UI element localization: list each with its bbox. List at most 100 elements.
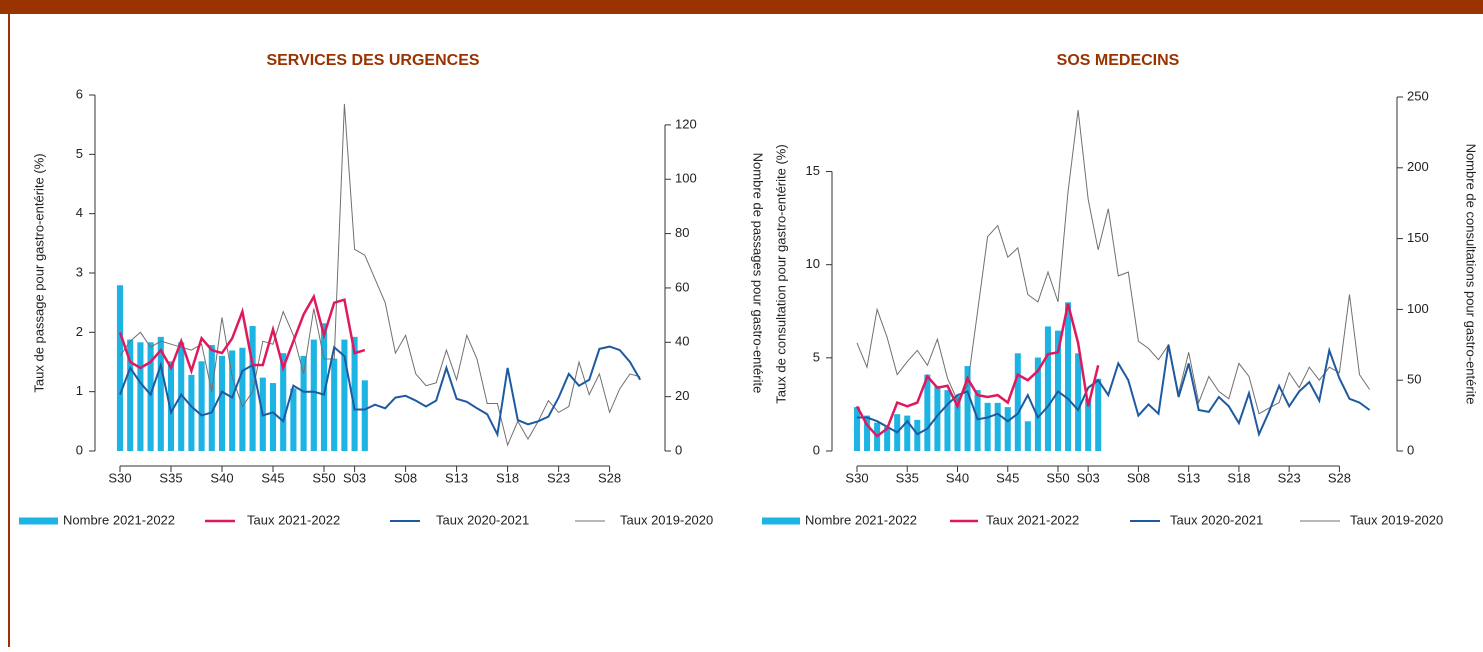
x-tick-label: S30: [845, 470, 868, 485]
y2-tick-label: 100: [1407, 301, 1429, 316]
x-tick-label: S13: [1177, 470, 1200, 485]
bar: [361, 380, 368, 451]
bar: [1044, 326, 1051, 451]
x-tick-label: S23: [1278, 470, 1301, 485]
x-tick-label: S03: [1077, 470, 1100, 485]
y-tick-label: 1: [76, 383, 83, 398]
legend-label: Nombre 2021-2022: [805, 512, 917, 527]
x-tick-label: S18: [1227, 470, 1250, 485]
legend-label: Taux 2021-2022: [247, 512, 340, 527]
line: [856, 109, 1371, 415]
chart-title: SERVICES DES URGENCES: [266, 52, 479, 69]
x-tick-label: S35: [159, 470, 182, 485]
x-tick-label: S28: [598, 470, 621, 485]
line: [119, 103, 641, 447]
bar: [147, 342, 154, 451]
bar: [310, 339, 317, 451]
bar: [1024, 421, 1031, 451]
bar: [320, 323, 328, 451]
y-tick-label: 10: [806, 256, 820, 271]
y2-tick-label: 200: [1407, 159, 1429, 174]
bar: [239, 347, 246, 451]
x-tick-label: S08: [394, 470, 417, 485]
x-tick-label: S35: [896, 470, 919, 485]
y2-axis-label: Nombre de consultations pour gastro-enté…: [1464, 144, 1479, 405]
bar: [198, 361, 205, 451]
bar: [924, 374, 931, 451]
y-tick-label: 0: [813, 442, 820, 457]
bar: [229, 350, 236, 451]
x-tick-label: S30: [108, 470, 131, 485]
bar: [1075, 353, 1082, 451]
x-tick-label: S03: [343, 470, 366, 485]
bar: [341, 339, 348, 451]
x-tick-label: S28: [1328, 470, 1351, 485]
bar: [157, 336, 164, 451]
y2-tick-label: 50: [1407, 372, 1421, 387]
bar: [331, 358, 338, 451]
legend-label: Taux 2020-2021: [1170, 512, 1263, 527]
legend-label: Nombre 2021-2022: [63, 512, 175, 527]
x-tick-label: S23: [547, 470, 570, 485]
line: [119, 345, 642, 438]
y2-tick-label: 0: [675, 442, 682, 457]
y2-tick-label: 80: [675, 225, 689, 240]
bar: [1095, 378, 1102, 451]
y2-tick-label: 0: [1407, 442, 1414, 457]
bar: [994, 402, 1001, 451]
x-tick-label: S45: [261, 470, 284, 485]
bar: [127, 339, 134, 451]
x-tick-label: S13: [445, 470, 468, 485]
y2-tick-label: 150: [1407, 230, 1429, 245]
bar: [249, 325, 256, 451]
bar: [974, 390, 981, 451]
y2-tick-label: 250: [1407, 88, 1429, 103]
bar: [178, 342, 185, 451]
bar: [853, 407, 861, 451]
x-tick-label: S50: [312, 470, 335, 485]
y-tick-label: 5: [76, 146, 83, 161]
bar: [1004, 407, 1011, 451]
bar: [300, 355, 307, 451]
bar: [116, 285, 124, 451]
y2-tick-label: 120: [675, 116, 697, 131]
y2-tick-label: 100: [675, 171, 697, 186]
bar: [904, 415, 911, 451]
y2-tick-label: 20: [675, 388, 689, 403]
y-tick-label: 2: [76, 324, 83, 339]
bar: [944, 390, 951, 451]
bar: [884, 426, 891, 451]
bar: [218, 355, 226, 451]
y-tick-label: 5: [813, 349, 820, 364]
bar: [914, 419, 921, 451]
y2-tick-label: 40: [675, 334, 689, 349]
legend-label: Taux 2021-2022: [986, 512, 1079, 527]
y2-axis-label: Nombre de passages pour gastro-entérite: [751, 153, 766, 394]
legend-label: Taux 2020-2021: [436, 512, 529, 527]
bar: [954, 395, 961, 451]
y-axis-label: Taux de passage pour gastro-entérite (%): [31, 153, 46, 392]
x-tick-label: S50: [1046, 470, 1069, 485]
line: [118, 293, 366, 375]
bar: [351, 336, 358, 451]
chart-title: SOS MEDECINS: [1057, 52, 1180, 69]
legend-label: Taux 2019-2020: [620, 512, 713, 527]
bar: [188, 374, 195, 451]
bar: [167, 361, 175, 451]
y-tick-label: 6: [76, 86, 83, 101]
bar: [208, 345, 215, 451]
left-border: [8, 14, 10, 647]
x-tick-label: S40: [946, 470, 969, 485]
y-tick-label: 0: [76, 442, 83, 457]
bar: [984, 402, 991, 451]
y-tick-label: 4: [76, 205, 83, 220]
bar: [864, 415, 871, 451]
bar: [1065, 302, 1072, 451]
bar: [269, 383, 277, 451]
bar: [137, 342, 144, 451]
y-tick-label: 3: [76, 264, 83, 279]
bar: [1034, 357, 1041, 451]
x-tick-label: S40: [210, 470, 233, 485]
line: [855, 303, 1100, 438]
